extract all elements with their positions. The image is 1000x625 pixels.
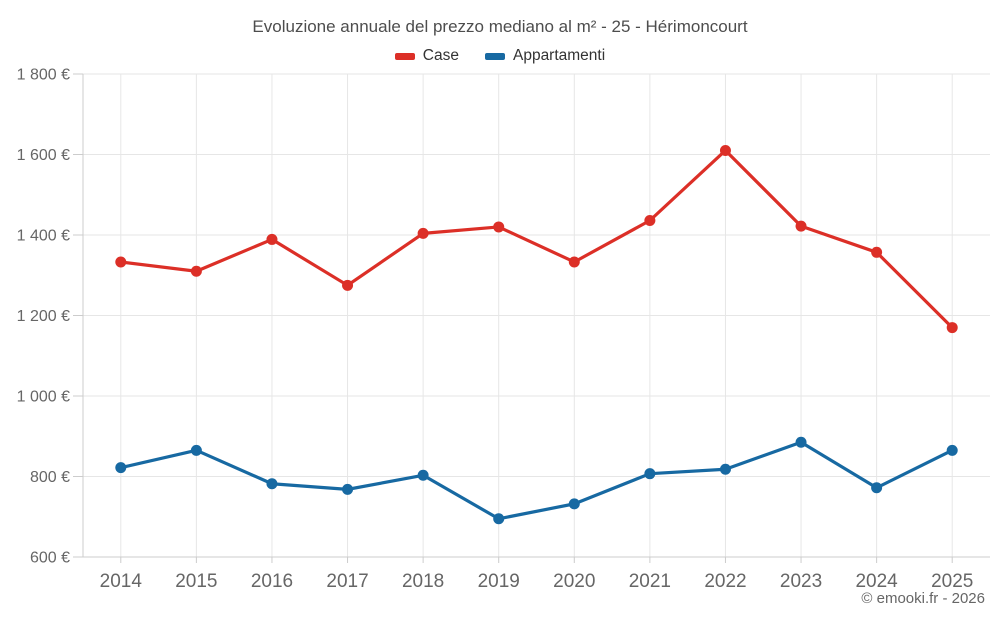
x-tick-label: 2015	[175, 571, 217, 592]
data-point-case-2014[interactable]	[115, 256, 127, 268]
data-point-case-2016[interactable]	[266, 233, 278, 245]
data-point-appartamenti-2022[interactable]	[719, 463, 731, 475]
y-tick-label: 1 200 €	[17, 308, 70, 325]
data-point-case-2020[interactable]	[568, 256, 580, 268]
data-point-case-2025[interactable]	[946, 322, 958, 334]
chart-title: Evoluzione annuale del prezzo mediano al…	[252, 17, 748, 36]
x-tick-label: 2018	[402, 571, 444, 592]
data-point-appartamenti-2018[interactable]	[417, 469, 429, 481]
data-point-case-2015[interactable]	[190, 265, 202, 277]
y-tick-label: 1 800 €	[17, 67, 70, 84]
x-tick-label: 2021	[629, 571, 671, 592]
data-point-appartamenti-2019[interactable]	[493, 513, 505, 525]
y-tick-label: 800 €	[30, 469, 70, 486]
data-point-case-2022[interactable]	[719, 144, 731, 156]
x-tick-label: 2022	[704, 571, 746, 592]
data-point-appartamenti-2020[interactable]	[568, 498, 580, 510]
legend: Case Appartamenti	[0, 47, 1000, 65]
x-tick-label: 2016	[251, 571, 293, 592]
credit-link[interactable]: © emooki.fr - 2026	[861, 590, 985, 607]
x-tick-label: 2020	[553, 571, 595, 592]
data-point-case-2023[interactable]	[795, 220, 807, 232]
data-point-case-2018[interactable]	[417, 227, 429, 239]
legend-label-case: Case	[422, 47, 459, 64]
y-tick-label: 1 000 €	[17, 389, 70, 406]
data-point-appartamenti-2017[interactable]	[342, 483, 354, 495]
legend-label-appartamenti: Appartamenti	[512, 47, 606, 64]
x-tick-label: 2019	[478, 571, 520, 592]
x-tick-label: 2024	[855, 571, 898, 592]
data-point-appartamenti-2016[interactable]	[266, 478, 278, 490]
x-tick-label: 2023	[780, 571, 822, 592]
data-point-case-2021[interactable]	[644, 215, 656, 227]
y-tick-label: 1 600 €	[17, 147, 70, 164]
data-point-appartamenti-2023[interactable]	[795, 436, 807, 448]
x-tick-label: 2017	[326, 571, 368, 592]
data-point-appartamenti-2015[interactable]	[190, 444, 202, 456]
x-tick-label: 2014	[100, 571, 143, 592]
data-point-appartamenti-2025[interactable]	[946, 444, 958, 456]
series-line-case	[119, 148, 954, 330]
legend-swatch-case-icon	[394, 52, 415, 60]
data-point-appartamenti-2024[interactable]	[871, 482, 883, 494]
y-tick-label: 1 400 €	[17, 228, 70, 245]
data-point-appartamenti-2021[interactable]	[644, 468, 656, 480]
series-line-appartamenti	[119, 440, 954, 521]
legend-item-appartamenti[interactable]: Appartamenti	[484, 47, 606, 65]
legend-swatch-appartamenti-icon	[484, 52, 505, 60]
data-point-case-2024[interactable]	[871, 246, 883, 258]
legend-item-case[interactable]: Case	[394, 47, 459, 65]
x-tick-label: 2025	[931, 571, 973, 592]
data-point-appartamenti-2014[interactable]	[115, 462, 127, 474]
y-tick-label: 600 €	[30, 550, 70, 567]
data-point-case-2019[interactable]	[493, 221, 505, 233]
data-point-case-2017[interactable]	[342, 279, 354, 291]
